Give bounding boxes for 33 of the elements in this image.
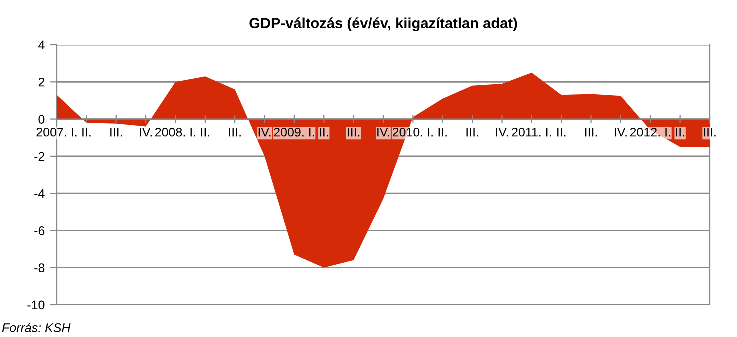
y-tick-label: 2 (38, 78, 45, 87)
x-tick-label: 2010. I. (392, 128, 433, 137)
x-tick-label: III. (110, 128, 122, 137)
y-tick-label: -10 (28, 300, 45, 310)
x-tick-label: 2012. I. (630, 128, 670, 137)
x-tick-label: 2007. I. (36, 128, 77, 137)
x-tick-label: 2009. I. (274, 128, 314, 137)
text: Forrás: KSH (2, 323, 71, 332)
y-tick-label: -2 (34, 152, 45, 161)
x-tick-label: 2011. I. (512, 128, 552, 137)
x-tick-label: IV. (258, 128, 271, 137)
x-tick-label: IV. (496, 128, 508, 137)
y-tick-label: -6 (34, 226, 45, 236)
y-tick-label: 4 (38, 40, 45, 50)
x-tick-label: IV. (615, 128, 627, 137)
x-tick-label: II. (558, 128, 566, 137)
x-tick-label: II. (320, 128, 328, 137)
x-tick-label: III. (348, 128, 360, 137)
x-tick-label: 2008. I. (156, 128, 196, 137)
x-tick-label: IV. (378, 128, 390, 137)
x-tick-label: IV. (140, 128, 152, 137)
x-tick-label: II. (201, 128, 210, 137)
y-tick-label: -4 (34, 190, 45, 198)
x-tick-label: II. (438, 128, 447, 137)
y-tick-label: -8 (34, 264, 45, 273)
x-tick-label: III. (229, 128, 241, 137)
y-tick-label: 0 (38, 115, 45, 124)
x-tick-label: II. (82, 128, 91, 137)
x-tick-label: III. (466, 128, 478, 137)
chart-title: GDP-változás (év/év, kiigazítatlan adat) (250, 18, 518, 32)
x-tick-label: III. (704, 128, 716, 137)
x-tick-label: II. (676, 128, 684, 137)
x-tick-label: III. (585, 128, 598, 137)
